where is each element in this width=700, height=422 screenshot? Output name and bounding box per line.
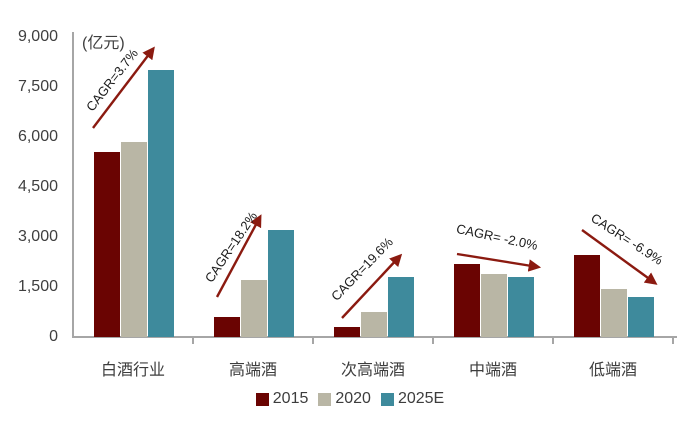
bar-2020-cat4 — [601, 289, 627, 337]
bar-2015-cat0 — [94, 152, 120, 337]
y-tick-label: 9,000 — [17, 28, 58, 45]
x-tick-mark — [432, 338, 434, 344]
legend-item-2020: 2020 — [318, 391, 371, 407]
cagr-label: CAGR= -2.0% — [454, 221, 540, 253]
y-tick-label: 3,000 — [17, 228, 58, 245]
bar-2020-cat3 — [481, 274, 507, 337]
legend-item-2025E: 2025E — [380, 390, 445, 407]
x-tick-mark — [672, 338, 674, 344]
category-label: 高端酒 — [228, 362, 277, 379]
cagr-label: CAGR=3.7% — [83, 45, 141, 115]
bar-2015-cat2 — [334, 327, 360, 337]
category-label: 中端酒 — [468, 362, 517, 379]
y-tick-label: 1,500 — [17, 278, 58, 295]
legend-swatch-icon — [380, 392, 394, 406]
y-tick-label: 0 — [49, 328, 58, 345]
x-axis-line — [72, 336, 677, 338]
y-tick-label: 7,500 — [17, 78, 58, 95]
category-label: 低端酒 — [588, 362, 637, 379]
y-axis-unit-label: (亿元) — [82, 35, 125, 52]
bar-2020-cat1 — [241, 280, 267, 337]
bar-2015-cat1 — [214, 317, 240, 337]
y-axis-line — [72, 32, 74, 338]
cagr-label: CAGR=18.2% — [201, 208, 261, 286]
bar-2025E-cat4 — [628, 297, 654, 337]
category-label: 次高端酒 — [340, 362, 405, 379]
cagr-label: CAGR=19.6% — [328, 234, 396, 304]
legend-swatch-icon — [255, 392, 269, 406]
x-tick-mark — [192, 338, 194, 344]
bar-2020-cat2 — [361, 312, 387, 337]
legend: 2015 2020 2025E — [0, 391, 700, 407]
legend-label: 2015 — [272, 390, 309, 407]
bar-2025E-cat1 — [268, 230, 294, 337]
legend-swatch-icon — [318, 392, 332, 406]
legend-item-2015: 2015 — [255, 390, 309, 407]
legend-label: 2025E — [397, 390, 445, 407]
x-tick-mark — [312, 338, 314, 344]
x-tick-mark — [552, 338, 554, 344]
y-tick-label: 6,000 — [17, 128, 58, 145]
bar-2015-cat4 — [574, 255, 600, 337]
bar-2025E-cat2 — [388, 277, 414, 337]
bar-2020-cat0 — [121, 142, 147, 337]
bar-2025E-cat0 — [148, 70, 174, 337]
bar-2025E-cat3 — [508, 277, 534, 337]
bar-2015-cat3 — [454, 264, 480, 337]
legend-label: 2020 — [335, 390, 371, 407]
y-tick-label: 4,500 — [17, 178, 58, 195]
category-label: 白酒行业 — [100, 362, 165, 379]
